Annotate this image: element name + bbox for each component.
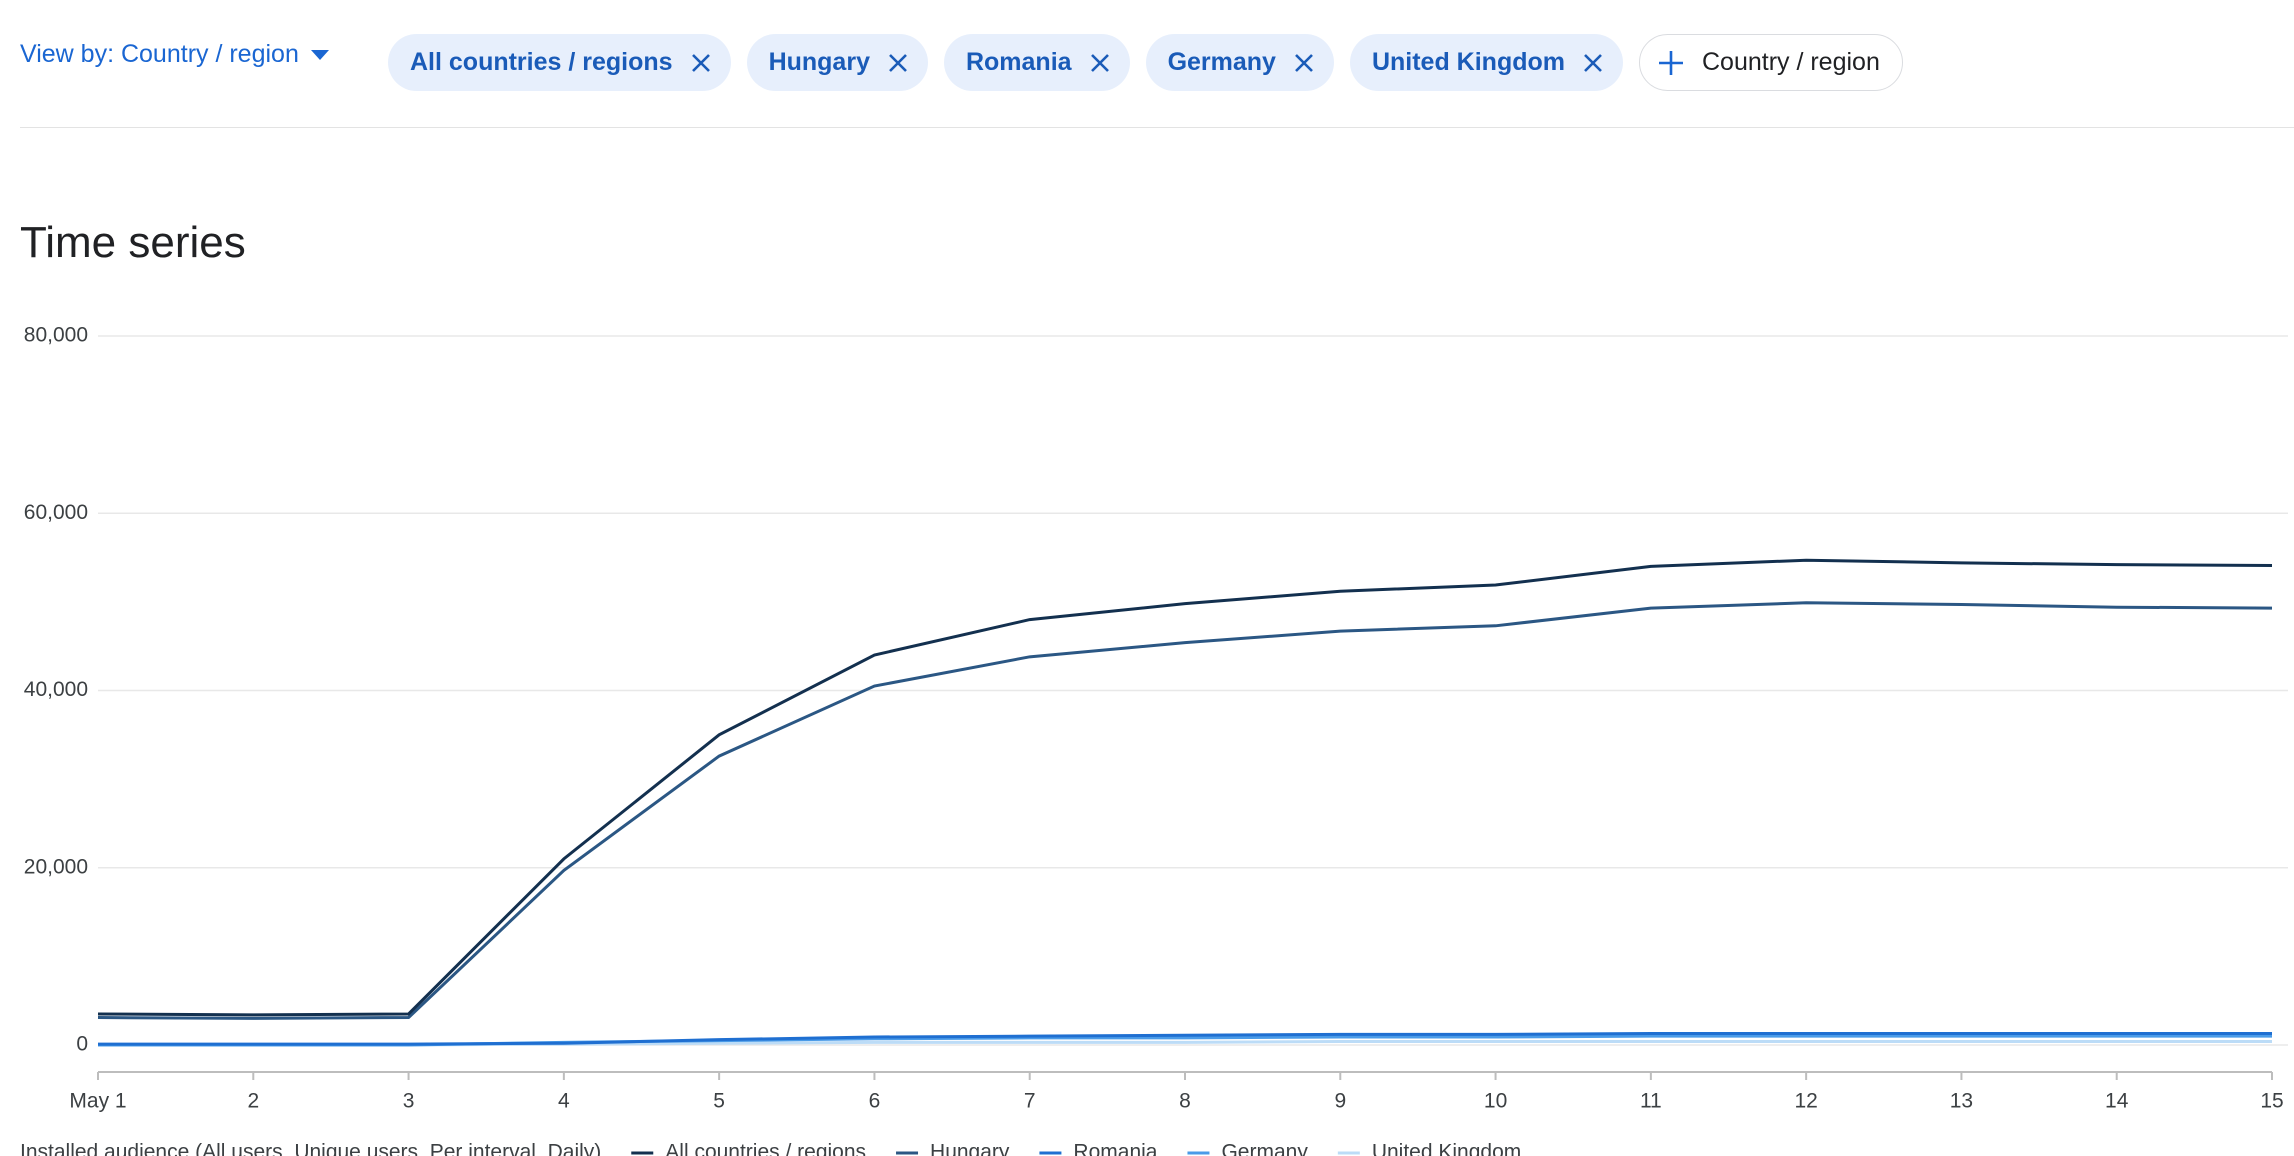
series-line xyxy=(97,558,2273,1017)
chip-remove[interactable] xyxy=(888,53,908,73)
y-tick-label: 60,000 xyxy=(24,501,88,524)
chip-remove[interactable] xyxy=(1294,53,1314,73)
legend-label: All countries / regions xyxy=(665,1141,866,1156)
dropdown-arrow xyxy=(310,49,329,60)
chip-remove[interactable] xyxy=(1090,53,1110,73)
chip-label: All countries / regions xyxy=(410,48,673,76)
filter-chip[interactable]: Hungary xyxy=(746,34,928,91)
legend-label: United Kingdom xyxy=(1372,1141,1521,1156)
x-tick-label: 5 xyxy=(713,1090,725,1113)
chip-label: Hungary xyxy=(768,48,870,76)
filter-chip[interactable]: Germany xyxy=(1145,34,1334,91)
y-tick-label: 80,000 xyxy=(24,324,88,347)
legend-label: Romania xyxy=(1073,1141,1157,1156)
x-tick-label: 15 xyxy=(2260,1090,2283,1113)
add-chip[interactable]: Country / region xyxy=(1638,34,1903,91)
x-tick-label: 3 xyxy=(403,1090,415,1113)
divider xyxy=(20,127,2294,128)
series-line xyxy=(98,1031,2272,1046)
x-tick-label: 6 xyxy=(869,1090,881,1113)
y-tick-label: 0 xyxy=(76,1033,88,1056)
series-line xyxy=(97,601,2273,1020)
chip-label: United Kingdom xyxy=(1371,48,1565,76)
x-tick-label: 7 xyxy=(1024,1090,1036,1113)
section-title: Time series xyxy=(20,218,246,267)
filter-chips: All countries / regions Hungary Romania Ger… xyxy=(388,34,1903,91)
legend-title: Installed audience (All users, Unique us… xyxy=(20,1141,601,1156)
x-tick-label: May 1 xyxy=(69,1090,126,1113)
x-tick-label: 4 xyxy=(558,1090,570,1113)
chip-label: Germany xyxy=(1167,48,1276,76)
view-by-label: View by: Country / region xyxy=(20,40,299,68)
x-tick-label: 9 xyxy=(1334,1090,1346,1113)
chip-label: Romania xyxy=(965,48,1072,76)
x-tick-label: 10 xyxy=(1484,1090,1507,1113)
filter-chip[interactable]: Romania xyxy=(943,34,1130,91)
y-tick-label: 40,000 xyxy=(24,678,88,701)
view-by-dropdown[interactable]: View by: Country / region xyxy=(20,40,329,69)
legend-label: Hungary xyxy=(930,1141,1010,1156)
x-tick-label: 11 xyxy=(1640,1090,1662,1113)
chip-remove[interactable] xyxy=(1583,53,1603,73)
x-tick-label: 12 xyxy=(1794,1090,1817,1113)
y-tick-label: 20,000 xyxy=(24,855,88,878)
filter-chip[interactable]: United Kingdom xyxy=(1349,34,1623,91)
x-tick-label: 2 xyxy=(247,1090,259,1113)
add-chip-label: Country / region xyxy=(1701,48,1880,76)
x-tick-label: 13 xyxy=(1950,1090,1973,1113)
legend-label: Germany xyxy=(1221,1141,1308,1156)
x-tick-label: 8 xyxy=(1179,1090,1191,1113)
x-tick-label: 14 xyxy=(2105,1090,2129,1113)
filter-chip[interactable]: All countries / regions xyxy=(388,34,731,91)
add-icon xyxy=(1658,50,1683,75)
chip-remove[interactable] xyxy=(691,53,711,73)
